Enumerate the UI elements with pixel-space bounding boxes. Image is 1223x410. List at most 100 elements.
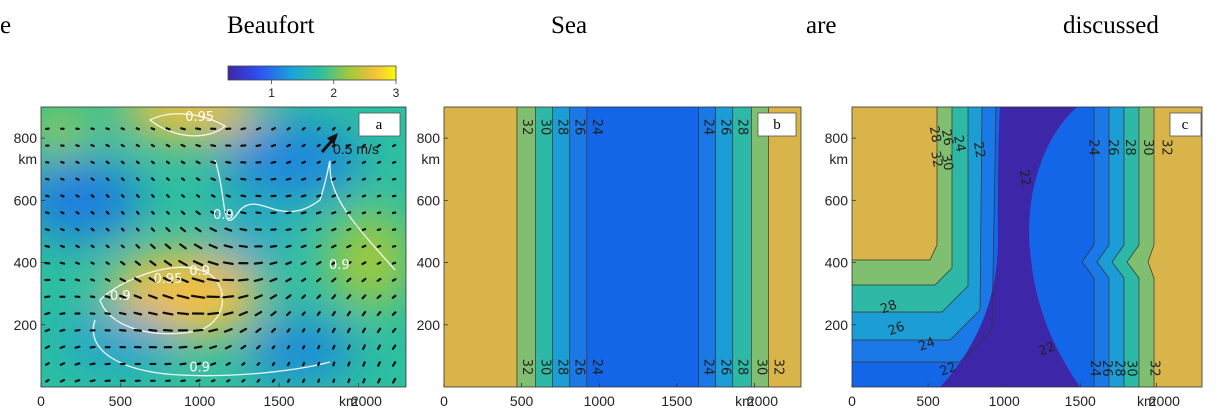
panel-b-bands [444,107,801,387]
vector-arrow [301,294,307,300]
vector-arrow [89,345,96,349]
panel-a-xtick-label-3: 1500 [263,393,294,409]
vector-arrow [44,311,51,316]
panel-a-xlabel: km [339,393,358,409]
panel-b-xtick-label-1: 500 [510,393,534,409]
vector-arrow [361,177,367,181]
vector-arrow [361,143,367,148]
panel-c-contour-label-11: 22 [1037,340,1058,360]
vector-arrow [361,261,367,266]
colorbar-gradient [227,65,397,81]
vector-arrow [346,261,352,266]
vector-arrow [165,127,171,131]
vector-arrow [59,362,66,366]
vector-arrow [150,177,155,182]
vector-arrow [90,210,95,215]
vector-arrow [391,143,397,148]
vector-arrow [223,328,233,333]
vector-arrow [255,127,262,131]
vector-arrow [210,210,217,215]
vector-arrow [256,362,261,366]
vector-arrow [346,143,351,148]
vector-arrow [75,227,80,232]
panel-a-xtick-label-2: 1000 [184,393,215,409]
vector-arrow [75,144,80,147]
panel-c-label: c [1169,112,1202,137]
vector-arrow [256,344,261,350]
vector-arrow [285,211,292,215]
vector-arrow [149,260,157,267]
vector-arrow [75,177,80,181]
vector-arrow [376,311,382,317]
vector-arrow [285,294,292,300]
vector-arrow [208,328,219,333]
panel-c-ytick-label-0: 200 [825,317,849,333]
vector-arrow [332,378,336,384]
vector-arrow [150,227,156,232]
vector-arrow [163,259,173,267]
vector-arrow [391,294,397,299]
panel-b-contour-label: 28 [555,359,570,376]
vector-arrow [44,211,50,215]
vector-arrow [376,261,382,265]
vector-arrow [240,194,247,198]
vector-arrow [361,277,367,283]
vector-arrow [285,261,292,266]
vector-arrow [105,143,110,148]
panel-a-contour-label-6: 0.9 [189,360,210,375]
vector-arrow [331,227,337,232]
panel-a-xtick-label-4: 2000 [351,393,382,409]
panel-c-xtick-label-0: 0 [848,393,856,409]
panel-c-ytick-label-1: 400 [825,255,849,271]
vector-arrow [206,277,220,282]
vector-arrow [302,361,306,367]
vector-arrow [330,244,337,249]
vector-arrow [269,244,278,248]
panel-c-contour-label-13: 26 [1105,139,1120,156]
vector-arrow [316,194,322,198]
vector-arrow [315,227,322,232]
vector-arrow [120,194,125,198]
vector-arrow [317,378,321,383]
vector-arrow [195,143,201,148]
vector-arrow [120,177,125,182]
caption-word-1: e [0,12,12,39]
vector-arrow [74,261,81,265]
vector-arrow [271,126,276,131]
vector-arrow [346,160,352,165]
vector-arrow [162,276,174,284]
vector-arrow [300,211,307,215]
vector-arrow [285,244,292,249]
vector-arrow [238,244,248,248]
vector-arrow [331,160,336,165]
vector-arrow [120,160,125,165]
panel-c-contour-label-19: 28 [1111,360,1126,377]
vector-arrow [44,328,51,333]
vector-arrow [179,243,187,250]
vector-arrow [105,194,110,198]
colorbar-tick-label-2: 3 [393,86,400,100]
vector-arrow [301,160,307,165]
vector-arrow [240,127,247,131]
vector-arrow [255,327,262,334]
vector-arrow [192,260,204,267]
vector-arrow [104,312,111,316]
panel-a-ytick-label-3: 800 [14,130,38,146]
vector-arrow [210,144,217,148]
vector-arrow [74,278,81,282]
caption-word-5: discussed [1063,12,1159,39]
vector-arrow [59,345,66,349]
vector-arrow [270,310,277,317]
panel-c-contour-label-10: 22 [938,360,959,380]
panel-b-xtick-label-3: 1500 [661,393,692,409]
vector-arrow [346,227,352,232]
vector-arrow [347,361,351,367]
vector-arrow [148,328,158,332]
panel-c-contour-label-9: 24 [917,335,938,355]
vector-arrow [253,277,264,283]
vector-arrow [44,244,51,248]
vector-arrow [195,177,201,182]
vector-arrow [148,294,158,300]
vector-arrow [90,278,96,282]
